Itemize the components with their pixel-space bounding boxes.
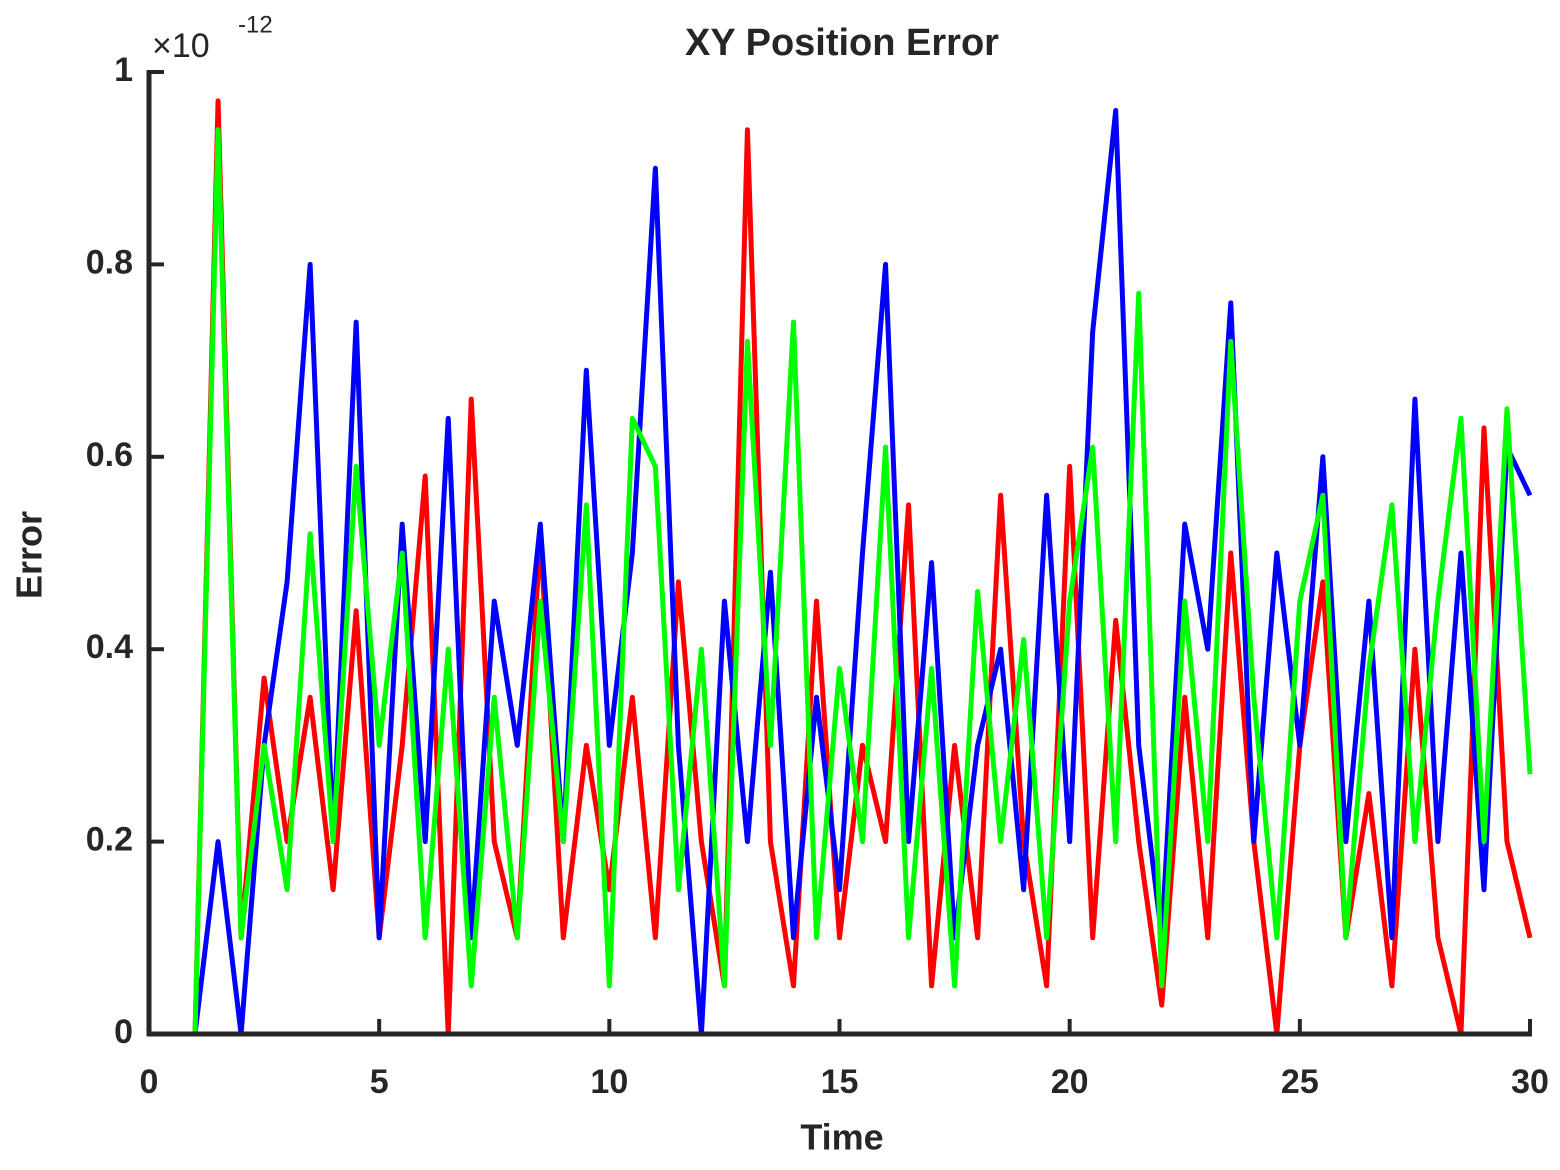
y-tick-label: 0.8 — [86, 243, 133, 281]
y-tick-label: 0.6 — [86, 436, 133, 474]
x-tick-label: 30 — [1511, 1063, 1549, 1101]
x-tick-label: 5 — [370, 1063, 389, 1101]
data-line — [192, 98, 1533, 1037]
y-tick-label: 0.4 — [86, 628, 133, 666]
y-multiplier-base: ×10 — [152, 27, 210, 65]
x-tick-label: 0 — [140, 1063, 159, 1101]
data-line — [192, 127, 1533, 1035]
y-tick-label: 1 — [114, 51, 133, 89]
x-tick-label: 25 — [1281, 1063, 1319, 1101]
x-tick-label: 10 — [590, 1063, 628, 1101]
y-axis-label: Error — [9, 511, 50, 599]
y-multiplier-exponent: -12 — [238, 11, 273, 38]
data-line — [192, 107, 1533, 1037]
x-axis-label: Time — [800, 1117, 883, 1158]
x-tick-label: 20 — [1051, 1063, 1089, 1101]
chart-title: XY Position Error — [685, 22, 999, 64]
y-tick-label: 0 — [114, 1013, 133, 1051]
x-tick-label: 15 — [821, 1063, 859, 1101]
y-tick-label: 0.2 — [86, 821, 133, 859]
